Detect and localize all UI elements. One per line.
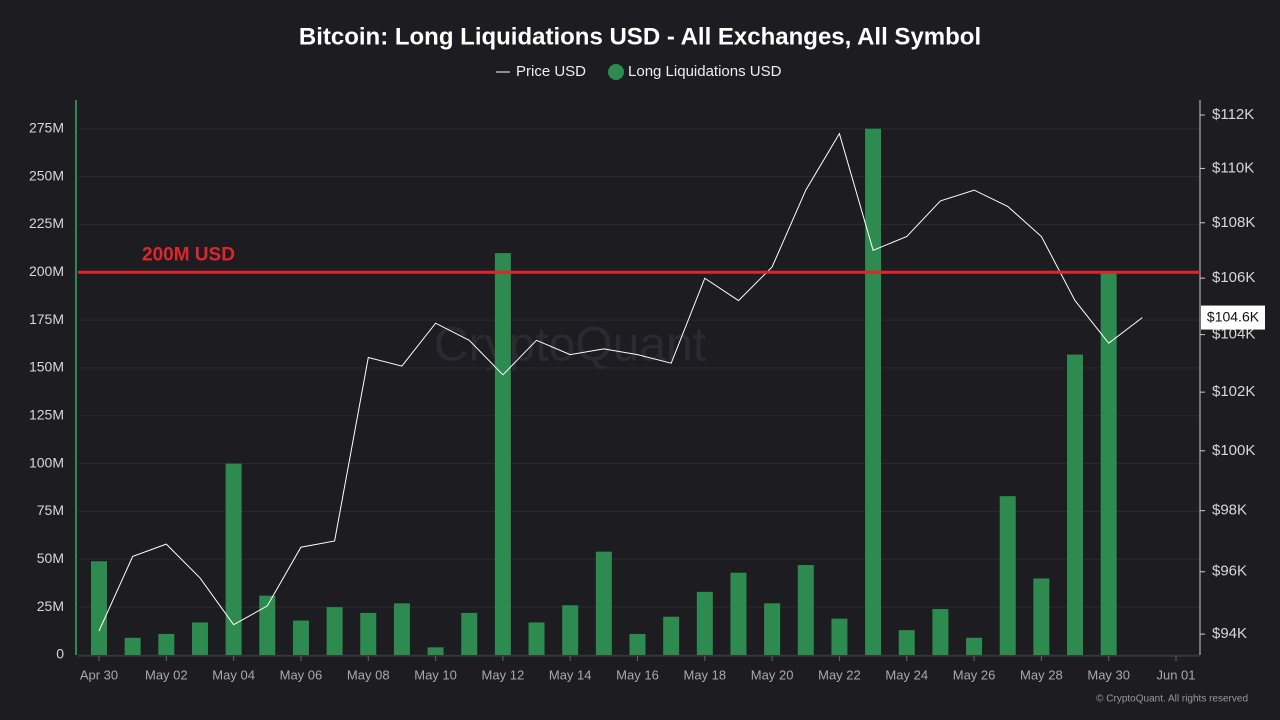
y2-tick-label: $112K	[1212, 106, 1254, 123]
chart-title: Bitcoin: Long Liquidations USD - All Exc…	[299, 23, 981, 50]
y2-tick-label: $108K	[1212, 214, 1255, 231]
y-tick-label: 75M	[37, 502, 64, 518]
y2-tick-label: $106K	[1212, 269, 1255, 286]
bar	[461, 612, 478, 655]
watermark: CryptoQuant	[434, 319, 706, 372]
y2-tick-label: $94K	[1212, 625, 1247, 642]
bar	[999, 496, 1016, 655]
bar	[494, 253, 511, 655]
x-tick-label: Jun 01	[1156, 667, 1195, 682]
y-tick-label: 50M	[37, 550, 64, 566]
x-tick-label: May 18	[683, 667, 726, 682]
bar	[1100, 272, 1117, 655]
x-tick-label: May 26	[953, 667, 996, 682]
bar	[393, 603, 410, 655]
x-tick-label: May 28	[1020, 667, 1063, 682]
y-tick-label: 0	[56, 646, 64, 662]
bar	[663, 616, 680, 655]
bar	[360, 612, 377, 655]
y-tick-label: 150M	[29, 359, 64, 375]
bar	[562, 605, 579, 655]
x-tick-label: May 06	[280, 667, 323, 682]
x-tick-label: May 24	[885, 667, 928, 682]
y2-tick-label: $104K	[1212, 326, 1255, 343]
bar	[191, 622, 208, 655]
bar	[797, 565, 814, 655]
x-tick-label: May 12	[482, 667, 525, 682]
last-price-box	[1201, 305, 1265, 330]
y-tick-label: 175M	[29, 311, 64, 327]
y2-tick-label: $96K	[1212, 563, 1247, 580]
y2-tick-label: $100K	[1212, 442, 1255, 459]
x-tick-label: May 04	[212, 667, 255, 682]
x-tick-label: May 02	[145, 667, 188, 682]
x-tick-label: May 20	[751, 667, 794, 682]
bar	[764, 603, 781, 655]
bar	[865, 128, 882, 655]
bar	[259, 595, 276, 655]
legend-swatch	[608, 64, 625, 80]
y2-tick-label: $102K	[1212, 383, 1255, 400]
last-price-label: $104.6K	[1207, 308, 1260, 324]
bar	[898, 630, 915, 655]
bar	[1033, 578, 1050, 655]
bar	[158, 633, 175, 655]
bar	[932, 609, 949, 655]
bar	[326, 607, 343, 655]
bar	[1067, 354, 1084, 655]
y-tick-label: 100M	[29, 454, 64, 470]
footer: © CryptoQuant. All rights reserved	[1096, 694, 1248, 705]
bar	[427, 647, 444, 655]
y-tick-label: 250M	[29, 167, 64, 183]
price-line	[98, 132, 1143, 632]
bar	[91, 561, 107, 655]
x-tick-label: May 10	[414, 667, 457, 682]
bar	[528, 622, 545, 655]
x-tick-label: May 08	[347, 667, 390, 682]
y2-tick-label: $98K	[1212, 502, 1247, 519]
y-tick-label: 200M	[29, 263, 64, 279]
y-tick-label: 225M	[29, 215, 64, 231]
x-tick-label: May 30	[1087, 667, 1130, 682]
x-tick-label: May 16	[616, 667, 659, 682]
bar	[696, 591, 713, 655]
bar	[124, 637, 141, 655]
bar	[831, 618, 848, 655]
bar	[292, 620, 309, 655]
bar	[966, 637, 983, 655]
x-tick-label: May 22	[818, 667, 861, 682]
legend-label: Long Liquidations USD	[628, 63, 782, 80]
bar	[730, 572, 747, 655]
x-tick-label: May 14	[549, 667, 592, 682]
y-tick-label: 25M	[37, 598, 64, 614]
legend-label: Price USD	[516, 63, 586, 80]
y2-tick-label: $110K	[1212, 159, 1254, 176]
bar	[225, 463, 242, 655]
bar	[595, 551, 612, 655]
x-tick-label: Apr 30	[80, 667, 118, 682]
bar	[629, 633, 646, 655]
reference-label: 200M USD	[142, 244, 235, 265]
y-tick-label: 125M	[29, 406, 64, 422]
y-tick-label: 275M	[29, 119, 64, 135]
